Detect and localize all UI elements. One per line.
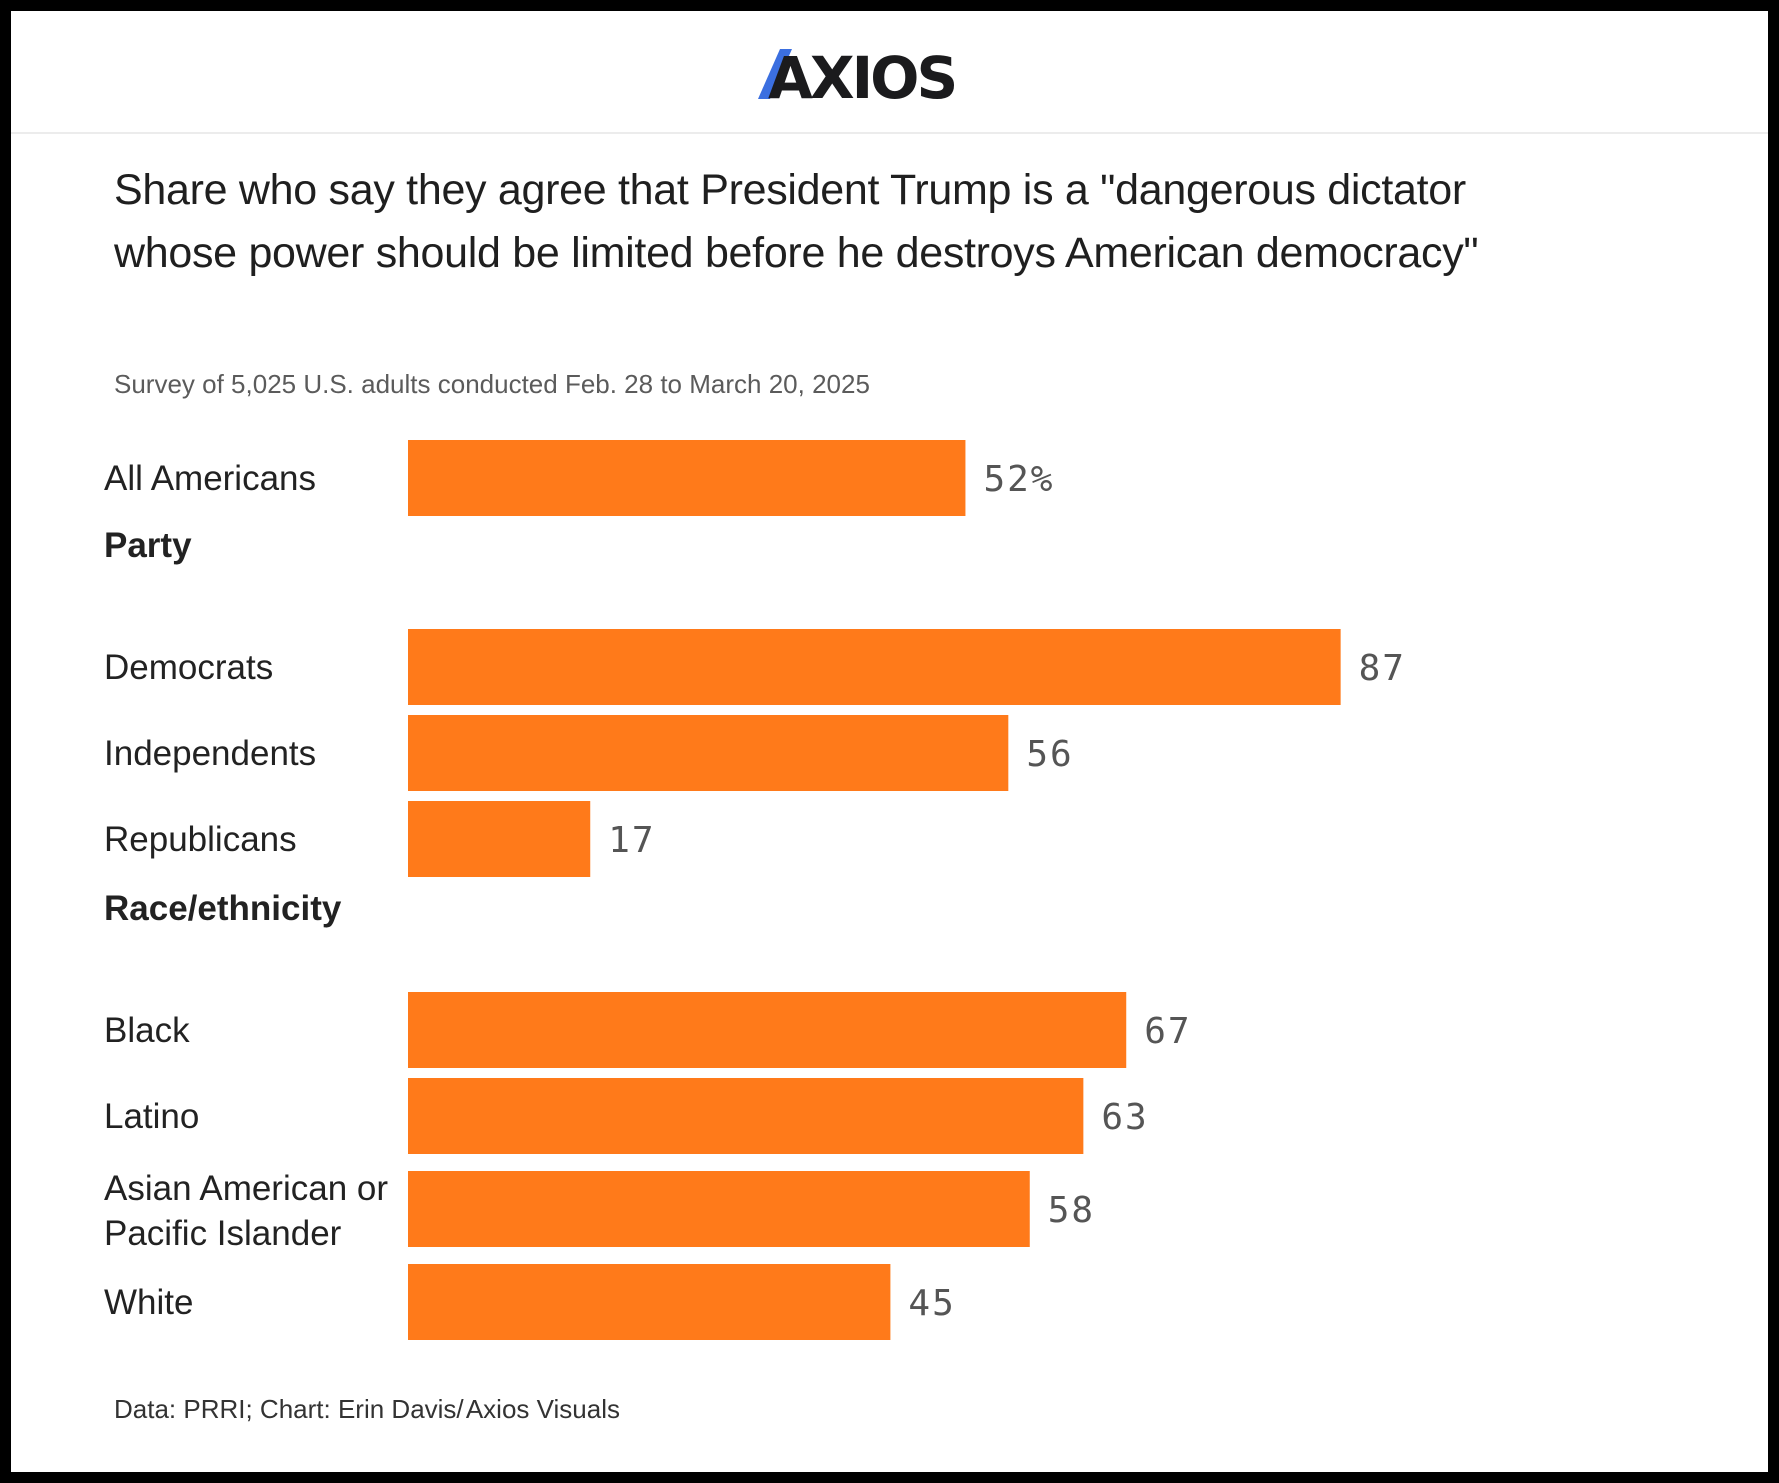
logo-wordmark: AXIOS <box>768 44 955 111</box>
group-label: Race/ethnicity <box>104 889 342 928</box>
category-label: Asian American or Pacific Islander <box>104 1169 388 1253</box>
brand-header: AXIOS <box>11 11 1768 134</box>
value-label: 56 <box>1026 734 1073 775</box>
category-label: Black <box>104 1011 190 1050</box>
category-label: Independents <box>104 734 316 773</box>
bar <box>408 1264 891 1340</box>
category-label: Latino <box>104 1097 199 1136</box>
category-label: Republicans <box>104 820 297 859</box>
source-note: Data: PRRI; Chart: Erin Davis/ Axios Vis… <box>114 1394 620 1424</box>
value-label: 58 <box>1048 1190 1095 1231</box>
category-label: Democrats <box>104 648 273 687</box>
category-label: All Americans <box>104 459 316 498</box>
group-label: Party <box>104 526 192 565</box>
value-label: 52% <box>983 459 1054 500</box>
category-label: White <box>104 1283 193 1322</box>
bar-chart: All Americans 52% Party Democrats 87 Independ… <box>104 440 1406 1340</box>
axios-logo: AXIOS <box>758 44 956 111</box>
chart-card: AXIOS Share who say they agree that Pres… <box>11 11 1768 1472</box>
value-label: 17 <box>608 820 655 861</box>
bar <box>408 1171 1030 1247</box>
bar <box>408 440 966 516</box>
value-label: 87 <box>1359 648 1406 689</box>
bar <box>408 715 1009 791</box>
chart-subtitle: Survey of 5,025 U.S. adults conducted Fe… <box>114 369 870 399</box>
value-label: 63 <box>1101 1097 1148 1138</box>
value-label: 67 <box>1144 1011 1191 1052</box>
bar <box>408 629 1341 705</box>
logo-accent-stroke <box>758 49 792 99</box>
bar <box>408 1078 1084 1154</box>
bar <box>408 992 1127 1068</box>
chart-title: Share who say they agree that President … <box>114 166 1479 277</box>
bar <box>408 801 591 877</box>
value-label: 45 <box>908 1283 955 1324</box>
